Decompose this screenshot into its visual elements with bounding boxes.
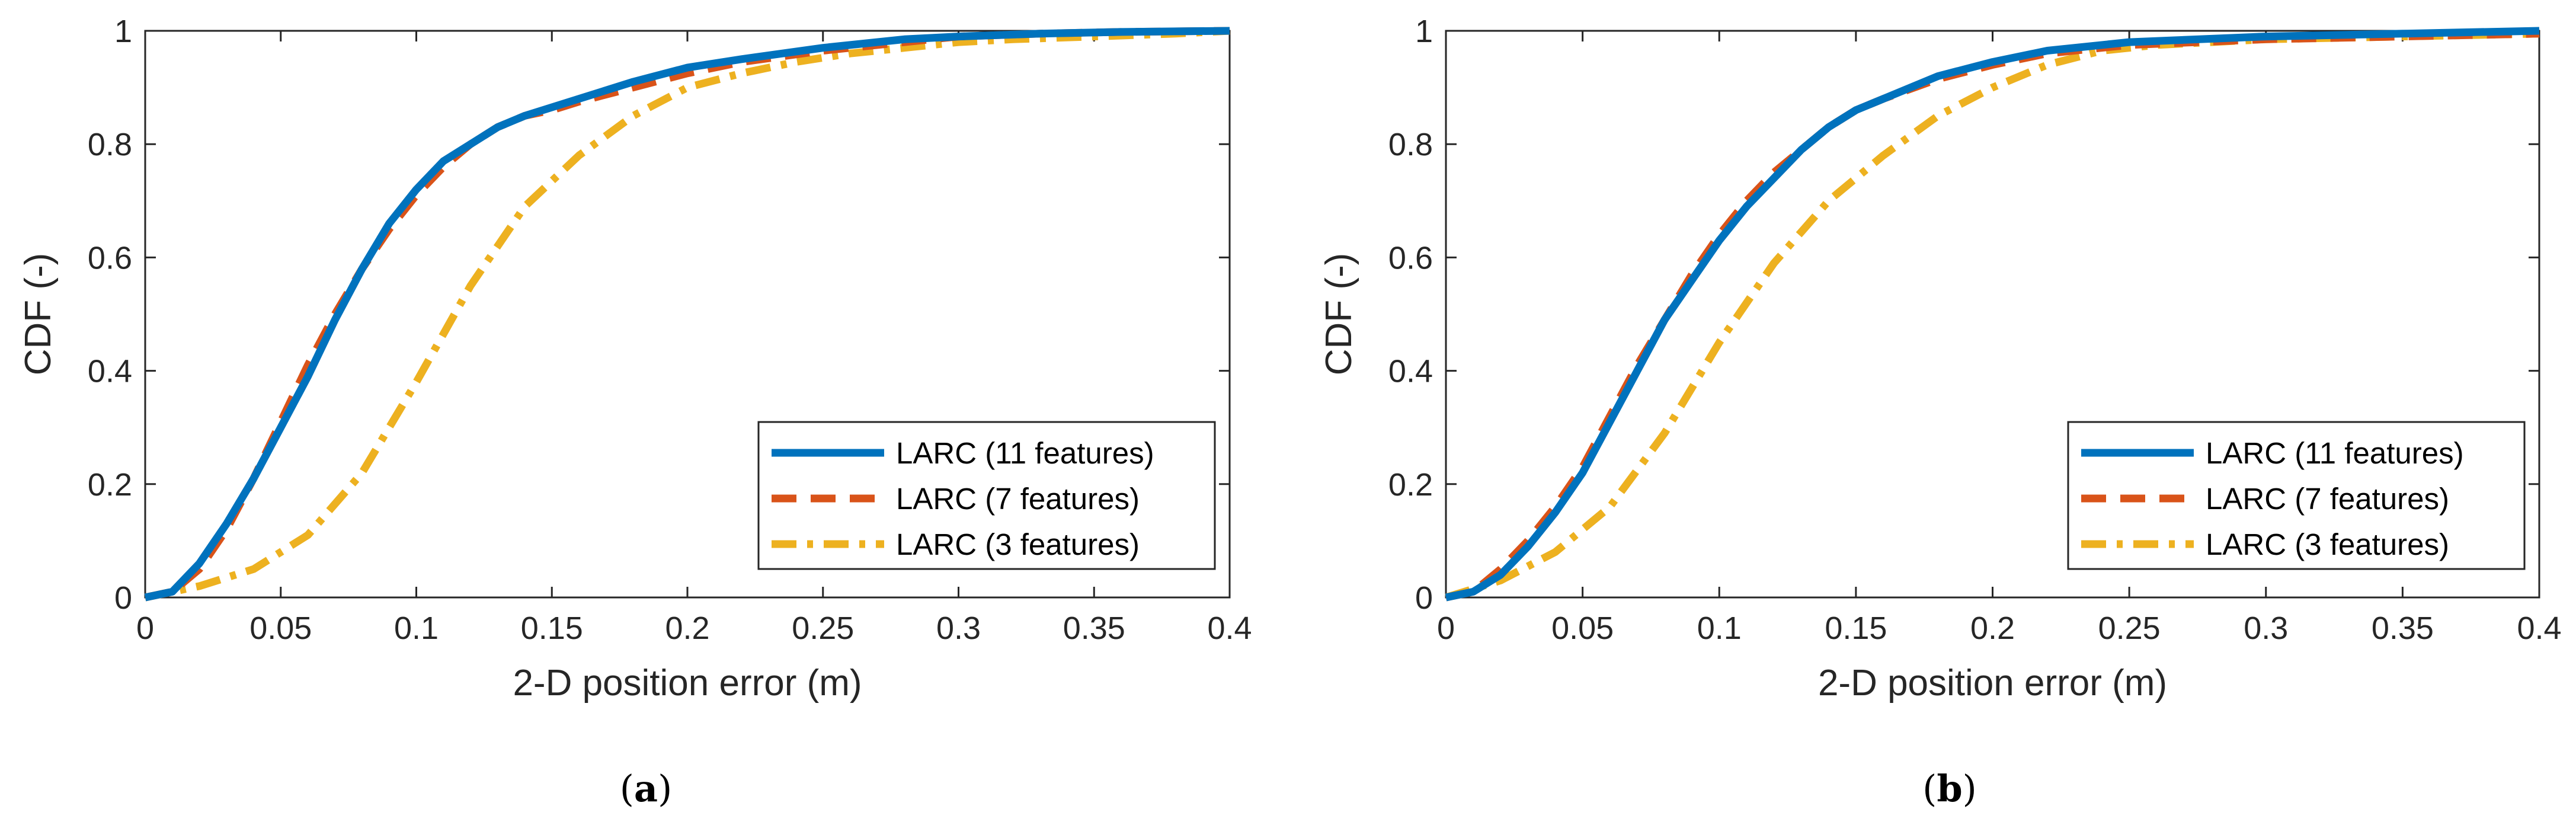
x-tick-label: 0.4 — [1207, 610, 1252, 646]
x-tick-label: 0.3 — [936, 610, 981, 646]
x-tick-label: 0.4 — [2517, 610, 2561, 646]
panel-caption-letter: b — [1937, 767, 1962, 810]
y-tick-label: 0.8 — [88, 127, 132, 162]
x-tick-label: 0.3 — [2244, 610, 2288, 646]
x-tick-label: 0.2 — [1970, 610, 2015, 646]
legend-label: LARC (7 features) — [2206, 482, 2449, 516]
x-axis-label: 2-D position error (m) — [1818, 663, 2167, 704]
x-tick-label: 0.15 — [1825, 610, 1887, 646]
panel-caption-letter: a — [634, 767, 658, 810]
y-tick-label: 1 — [114, 14, 132, 49]
legend-label: LARC (11 features) — [2206, 436, 2464, 470]
panel-caption: (b) — [1922, 767, 1977, 810]
y-tick-label: 0.4 — [88, 354, 132, 389]
y-tick-label: 0 — [1415, 580, 1433, 616]
y-tick-label: 1 — [1415, 14, 1433, 49]
x-tick-label: 0.35 — [1063, 610, 1125, 646]
legend-label: LARC (11 features) — [896, 436, 1154, 470]
y-tick-label: 0.2 — [88, 467, 132, 503]
series-line-3 — [1445, 30, 2540, 602]
y-tick-label: 0.2 — [1388, 467, 1433, 503]
panel-caption: (a) — [620, 767, 673, 810]
series-line-3 — [144, 27, 1230, 602]
legend-label: LARC (3 features) — [896, 528, 1140, 561]
x-tick-label: 0.1 — [1697, 610, 1742, 646]
chart-panel-a: 0 0.05 0.1 0.15 0.2 0.25 0.3 0.35 0.4 0 0.2 0.4 0.6 0… — [18, 14, 1252, 810]
x-axis-label: 2-D position error (m) — [513, 663, 862, 704]
y-axis-label: CDF (-) — [1319, 253, 1359, 376]
y-tick-label: 0 — [114, 580, 132, 616]
x-tick-label: 0.35 — [2372, 610, 2434, 646]
legend-label: LARC (3 features) — [2206, 528, 2449, 561]
y-tick-label: 0.6 — [88, 240, 132, 276]
series-line-1 — [1445, 27, 2540, 602]
x-tick-label: 0.25 — [2098, 610, 2161, 646]
y-axis-label: CDF (-) — [18, 253, 59, 376]
x-tick-label: 0.25 — [792, 610, 854, 646]
x-tick-label: 0.15 — [521, 610, 583, 646]
x-tick-label: 0.2 — [665, 610, 709, 646]
chart-panel-b: 0 0.05 0.1 0.15 0.2 0.25 0.3 0.35 0.4 0 0.2 0.4 0.6 0… — [1319, 14, 2562, 810]
y-tick-label: 0.6 — [1388, 240, 1433, 276]
y-tick-label: 0.4 — [1388, 354, 1433, 389]
x-tick-label: 0.05 — [249, 610, 312, 646]
x-tick-label: 0.05 — [1551, 610, 1614, 646]
x-tick-label: 0.1 — [394, 610, 439, 646]
y-tick-label: 0.8 — [1388, 127, 1433, 162]
series-line-1 — [144, 27, 1230, 602]
x-tick-label: 0 — [1437, 610, 1455, 646]
legend-label: LARC (7 features) — [896, 482, 1140, 516]
x-tick-label: 0 — [136, 610, 154, 646]
